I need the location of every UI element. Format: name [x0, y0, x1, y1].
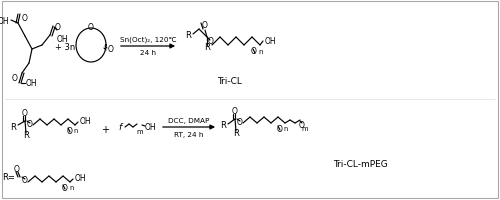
Text: n: n: [284, 125, 288, 131]
Text: f: f: [118, 123, 122, 132]
Text: 24 h: 24 h: [140, 50, 156, 56]
Text: OH: OH: [80, 117, 92, 126]
Text: O: O: [277, 125, 283, 134]
Text: m: m: [137, 128, 143, 134]
Text: n: n: [69, 184, 73, 190]
Text: n: n: [259, 49, 263, 55]
Text: O: O: [67, 127, 73, 136]
Text: R: R: [10, 122, 16, 131]
Text: m: m: [302, 125, 308, 131]
Text: R=: R=: [2, 173, 15, 182]
Text: O: O: [202, 21, 208, 30]
Text: R: R: [233, 129, 239, 138]
Text: OH: OH: [57, 34, 68, 43]
Text: R: R: [204, 43, 210, 52]
Text: OH: OH: [265, 36, 276, 45]
Text: O: O: [232, 107, 238, 116]
Text: R: R: [185, 31, 191, 40]
Text: DCC, DMAP: DCC, DMAP: [168, 117, 209, 123]
Text: Sn(Oct)₂, 120℃: Sn(Oct)₂, 120℃: [120, 37, 176, 43]
Text: O: O: [27, 120, 33, 129]
Text: O: O: [208, 36, 214, 45]
Text: O: O: [108, 44, 114, 53]
Text: O: O: [55, 23, 61, 32]
Text: n: n: [74, 127, 78, 133]
Text: OH: OH: [0, 17, 9, 26]
Text: Tri-CL: Tri-CL: [218, 77, 242, 86]
Text: R: R: [23, 131, 29, 140]
Text: O: O: [62, 184, 68, 193]
Text: OH: OH: [75, 174, 86, 183]
Text: O: O: [88, 23, 94, 32]
Text: R: R: [220, 121, 226, 130]
Text: O: O: [251, 47, 257, 56]
Text: O: O: [22, 176, 28, 185]
Text: O: O: [237, 118, 243, 127]
Text: Tri-CL-mPEG: Tri-CL-mPEG: [332, 160, 388, 169]
Text: O: O: [22, 109, 28, 118]
Text: + 3n: + 3n: [55, 43, 75, 52]
Text: O: O: [299, 121, 305, 130]
Text: O: O: [11, 74, 17, 83]
Text: O: O: [14, 165, 20, 174]
Text: +: +: [101, 124, 109, 134]
Text: OH: OH: [26, 79, 38, 88]
Text: RT, 24 h: RT, 24 h: [174, 131, 204, 137]
Text: OH: OH: [145, 122, 156, 131]
Text: O: O: [22, 14, 28, 23]
